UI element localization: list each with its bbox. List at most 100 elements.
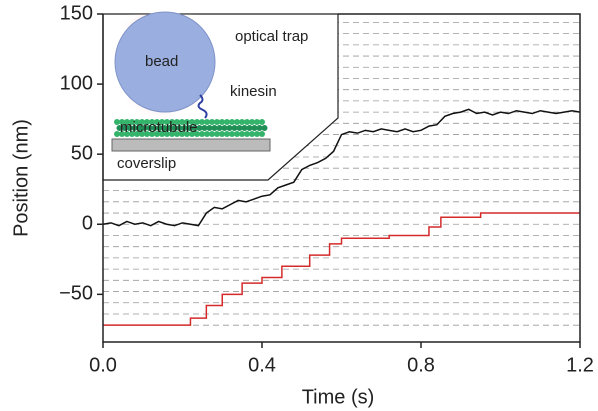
tubulin <box>164 131 170 137</box>
tubulin <box>156 125 163 131</box>
tubulin <box>251 125 258 131</box>
annotation: optical trap <box>235 28 308 45</box>
tubulin <box>249 119 255 125</box>
tubulin <box>124 119 130 125</box>
tubulin <box>254 119 260 125</box>
tubulin <box>129 119 135 125</box>
y-tick-label: 50 <box>71 142 93 164</box>
annotation: kinesin <box>230 83 277 100</box>
tubulin <box>166 125 173 131</box>
tubulin <box>174 119 180 125</box>
tubulin <box>231 125 238 131</box>
tubulin <box>229 119 235 125</box>
tubulin <box>149 131 155 137</box>
tubulin <box>214 119 220 125</box>
tubulin <box>256 125 263 131</box>
tubulin <box>186 125 193 131</box>
tubulin <box>246 125 253 131</box>
tubulin <box>141 125 148 131</box>
tubulin <box>184 131 190 137</box>
tubulin <box>184 119 190 125</box>
annotation: coverslip <box>117 155 176 172</box>
tubulin <box>214 131 220 137</box>
tubulin <box>209 131 215 137</box>
tubulin <box>114 131 120 137</box>
bead <box>114 11 216 113</box>
tubulin <box>176 125 183 131</box>
y-axis-label: Position (nm) <box>10 119 32 237</box>
tubulin <box>181 125 188 131</box>
tubulin <box>191 125 198 131</box>
tubulin <box>221 125 228 131</box>
y-tick-label: 150 <box>60 2 93 24</box>
tubulin <box>146 125 153 131</box>
tubulin <box>239 131 245 137</box>
tubulin <box>159 131 165 137</box>
tubulin <box>261 125 268 131</box>
tubulin <box>249 131 255 137</box>
tubulin <box>241 125 248 131</box>
tubulin <box>194 119 200 125</box>
tubulin <box>201 125 208 131</box>
x-tick-label: 0.0 <box>89 354 117 376</box>
tubulin <box>226 125 233 131</box>
tubulin <box>151 125 158 131</box>
tubulin <box>174 131 180 137</box>
tubulin <box>236 125 243 131</box>
tubulin <box>199 131 205 137</box>
tubulin <box>119 119 125 125</box>
tubulin <box>119 131 125 137</box>
tubulin <box>239 119 245 125</box>
tubulin <box>144 119 150 125</box>
tubulin <box>189 131 195 137</box>
tubulin <box>124 131 130 137</box>
tubulin <box>219 119 225 125</box>
tubulin <box>169 119 175 125</box>
tubulin <box>159 119 165 125</box>
tubulin <box>144 131 150 137</box>
tubulin <box>189 119 195 125</box>
tubulin <box>219 131 225 137</box>
tubulin <box>196 125 203 131</box>
coverslip <box>111 138 271 152</box>
x-axis-label: Time (s) <box>302 386 375 408</box>
tubulin <box>179 131 185 137</box>
tubulin <box>204 119 210 125</box>
tubulin <box>234 131 240 137</box>
tubulin <box>136 125 143 131</box>
tubulin <box>259 119 265 125</box>
tubulin <box>224 119 230 125</box>
series-line <box>102 108 581 227</box>
tubulin <box>154 119 160 125</box>
tubulin <box>116 125 123 131</box>
tubulin <box>229 131 235 137</box>
tubulin <box>154 131 160 137</box>
tubulin <box>121 125 128 131</box>
y-tick-label: 0 <box>82 213 93 235</box>
tubulin <box>139 119 145 125</box>
annotation: microtubule <box>120 119 198 136</box>
tubulin <box>171 125 178 131</box>
tubulin <box>164 119 170 125</box>
x-tick-label: 0.8 <box>407 354 435 376</box>
tubulin <box>131 125 138 131</box>
x-tick-label: 0.4 <box>248 354 276 376</box>
y-tick-label: −50 <box>59 283 93 305</box>
y-tick-label: 100 <box>60 72 93 94</box>
tubulin <box>216 125 223 131</box>
tubulin <box>259 131 265 137</box>
annotation: bead <box>145 53 178 70</box>
tubulin <box>211 125 218 131</box>
tubulin <box>126 125 133 131</box>
tubulin <box>114 119 120 125</box>
series-line <box>103 212 580 326</box>
x-tick-label: 1.2 <box>566 354 594 376</box>
tubulin <box>254 131 260 137</box>
tubulin <box>161 125 168 131</box>
tubulin <box>179 119 185 125</box>
tubulin <box>234 119 240 125</box>
tubulin <box>149 119 155 125</box>
tubulin <box>199 119 205 125</box>
tubulin <box>244 119 250 125</box>
